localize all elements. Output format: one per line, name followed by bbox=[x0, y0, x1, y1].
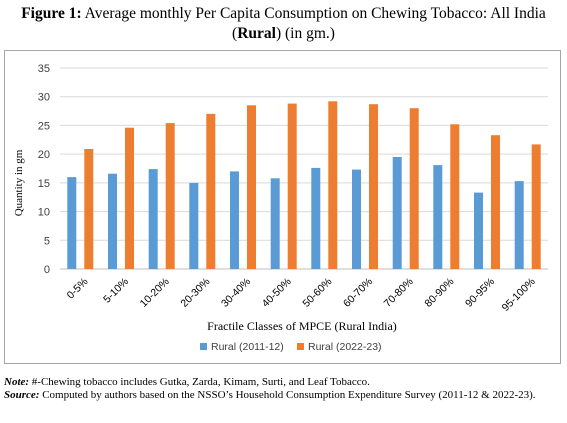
bar bbox=[84, 149, 94, 269]
bar bbox=[206, 113, 216, 270]
source-label: Source: bbox=[4, 389, 40, 401]
source-text: Computed by authors based on the NSSO’s … bbox=[39, 389, 536, 401]
x-tick-label: 40-50% bbox=[260, 276, 294, 310]
bar bbox=[108, 173, 117, 269]
bar bbox=[148, 169, 158, 269]
x-tick-label: 60-70% bbox=[341, 276, 375, 310]
legend-swatch bbox=[200, 343, 207, 350]
figure-title-text: Average monthly Per Capita Consumption o… bbox=[84, 5, 546, 22]
y-tick-label: 20 bbox=[38, 149, 50, 161]
x-tick-label: 20-30% bbox=[178, 276, 212, 310]
bar bbox=[165, 123, 175, 269]
figure-title: Figure 1: Average monthly Per Capita Con… bbox=[0, 4, 567, 44]
bar bbox=[514, 181, 524, 269]
y-tick-label: 10 bbox=[38, 207, 50, 219]
bar bbox=[491, 135, 500, 269]
x-tick-label: 10-20% bbox=[138, 276, 172, 310]
bar bbox=[189, 182, 199, 269]
x-tick-label: 70-80% bbox=[382, 276, 416, 310]
x-tick-label: 5-10% bbox=[101, 276, 131, 306]
legend-swatch bbox=[297, 343, 304, 350]
y-axis-ticks: 0 5 10 15 20 25 30 35 bbox=[38, 63, 50, 276]
bar bbox=[67, 177, 77, 269]
y-tick-label: 5 bbox=[44, 235, 50, 247]
bar bbox=[247, 105, 256, 269]
note-label: Note: bbox=[4, 376, 30, 388]
legend-label: Rural (2011-12) bbox=[211, 341, 284, 353]
note-line: Note: #-Chewing tobacco includes Gutka, … bbox=[4, 376, 563, 389]
y-tick-label: 0 bbox=[44, 264, 50, 276]
bar bbox=[531, 144, 541, 269]
bar bbox=[409, 108, 419, 269]
bar bbox=[287, 103, 297, 269]
bar bbox=[125, 127, 134, 269]
bar bbox=[474, 192, 483, 269]
chart-frame bbox=[4, 50, 561, 364]
y-tick-label: 15 bbox=[38, 178, 50, 190]
legend: Rural (2011-12) Rural (2022-23) bbox=[200, 341, 382, 353]
bar bbox=[352, 169, 361, 269]
figure-title-unit: ) (in gm.) bbox=[275, 25, 335, 42]
gridlines bbox=[60, 67, 548, 270]
x-tick-label: 90-95% bbox=[463, 276, 497, 310]
x-axis-label: Fractile Classes of MPCE (Rural India) bbox=[207, 319, 397, 333]
bar bbox=[369, 104, 378, 269]
bar bbox=[270, 178, 280, 269]
bars bbox=[67, 101, 541, 270]
source-line: Source: Computed by authors based on the… bbox=[4, 389, 563, 402]
y-tick-label: 25 bbox=[38, 120, 50, 132]
figure-title-bold: Rural bbox=[237, 25, 276, 42]
x-tick-label: 95-100% bbox=[500, 276, 538, 314]
bar bbox=[392, 157, 402, 269]
x-axis-tick-labels: 0-5% 5-10% 10-20% 20-30% 30-40% 40-50% 50-60% 6… bbox=[65, 276, 538, 314]
x-tick-label: 80-90% bbox=[422, 276, 456, 310]
legend-label: Rural (2022-23) bbox=[308, 341, 382, 353]
bar bbox=[450, 124, 460, 269]
note-text: #-Chewing tobacco includes Gutka, Zarda,… bbox=[29, 376, 370, 388]
bar bbox=[230, 171, 239, 269]
footnotes: Note: #-Chewing tobacco includes Gutka, … bbox=[4, 376, 563, 402]
bar bbox=[328, 101, 338, 269]
x-tick-label: 50-60% bbox=[300, 276, 334, 310]
x-tick-label: 30-40% bbox=[219, 276, 253, 310]
y-tick-label: 30 bbox=[38, 92, 50, 104]
bar bbox=[311, 167, 321, 269]
bar bbox=[433, 165, 443, 269]
x-tick-label: 0-5% bbox=[65, 276, 91, 302]
figure-title-open: ( bbox=[232, 25, 238, 42]
y-tick-label: 35 bbox=[38, 63, 50, 75]
figure-label: Figure 1: bbox=[21, 5, 82, 22]
y-axis-label: Quantity in gm bbox=[13, 149, 25, 216]
